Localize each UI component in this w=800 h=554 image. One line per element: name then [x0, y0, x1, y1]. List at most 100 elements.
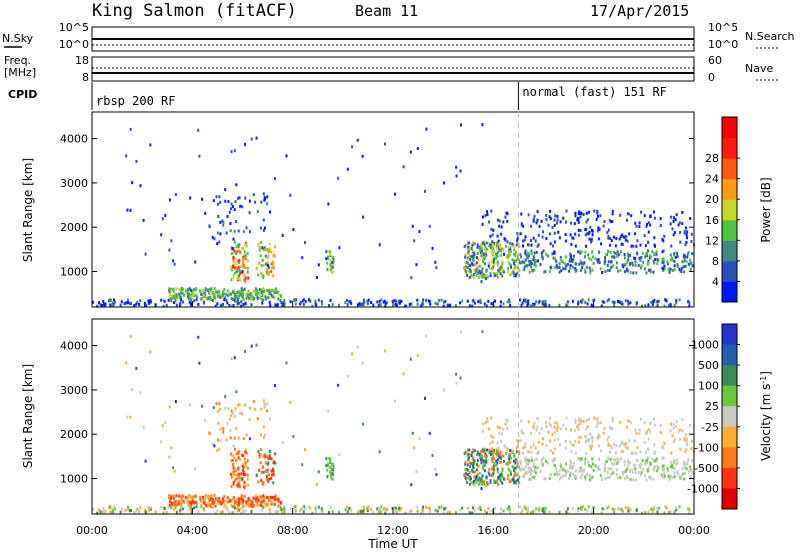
backscatter-cell [188, 300, 191, 304]
backscatter-cell [239, 457, 242, 461]
backscatter-cell [689, 258, 692, 262]
backscatter-cell [500, 507, 502, 511]
backscatter-cell [646, 251, 649, 255]
backscatter-cell [435, 473, 438, 477]
backscatter-cell [258, 248, 261, 252]
backscatter-cell [683, 270, 686, 274]
backscatter-cell [685, 260, 688, 264]
backscatter-cell [531, 268, 534, 272]
backscatter-cell [472, 259, 475, 263]
backscatter-cell [537, 466, 539, 470]
backscatter-cell [481, 267, 484, 271]
backscatter-cell [652, 300, 655, 304]
backscatter-cell [674, 462, 677, 466]
backscatter-cell [597, 444, 600, 448]
backscatter-cell [204, 291, 206, 295]
backscatter-cell [490, 227, 493, 231]
backscatter-cell [170, 294, 173, 298]
backscatter-cell [634, 470, 637, 474]
backscatter-cell [526, 462, 529, 466]
backscatter-cell [348, 300, 351, 304]
backscatter-cell [170, 504, 173, 508]
backscatter-cell [464, 265, 467, 269]
backscatter-cell [332, 462, 335, 466]
backscatter-cell [170, 501, 173, 505]
backscatter-cell [524, 235, 527, 239]
backscatter-cell [200, 297, 203, 301]
backscatter-cell [378, 243, 381, 247]
backscatter-cell [129, 334, 132, 338]
backscatter-cell [610, 446, 613, 450]
backscatter-cell [244, 464, 247, 468]
nave-tick-top: 60 [708, 54, 722, 67]
backscatter-cell [470, 274, 473, 278]
backscatter-cell [520, 212, 523, 216]
backscatter-cell [566, 262, 569, 266]
backscatter-cell [497, 239, 500, 243]
colorbar-segment [722, 137, 737, 159]
backscatter-cell [455, 381, 458, 385]
backscatter-cell [170, 287, 173, 291]
backscatter-cell [267, 296, 270, 300]
backscatter-cell [685, 448, 688, 451]
backscatter-cell [408, 302, 411, 306]
backscatter-cell [170, 494, 173, 498]
backscatter-cell [398, 508, 401, 512]
backscatter-cell [216, 497, 219, 501]
backscatter-cell [562, 261, 565, 265]
backscatter-cell [621, 440, 624, 444]
backscatter-cell [476, 450, 479, 454]
backscatter-cell [684, 471, 687, 475]
backscatter-cell [678, 428, 681, 432]
backscatter-cell [615, 444, 618, 448]
backscatter-cell [172, 287, 175, 291]
backscatter-cell [260, 499, 263, 503]
backscatter-cell [540, 426, 543, 430]
backscatter-cell [235, 473, 238, 477]
backscatter-cell [233, 456, 236, 460]
backscatter-cell [268, 477, 271, 481]
backscatter-cell [532, 443, 535, 447]
backscatter-cell [472, 448, 475, 452]
backscatter-cell [428, 224, 431, 228]
backscatter-cell [579, 215, 582, 219]
backscatter-cell [622, 472, 625, 476]
backscatter-cell [227, 407, 230, 411]
backscatter-cell [265, 469, 267, 473]
backscatter-cell [356, 138, 359, 142]
backscatter-cell [235, 183, 238, 187]
backscatter-cell [235, 295, 238, 299]
backscatter-cell [513, 265, 516, 269]
backscatter-cell [242, 473, 245, 476]
backscatter-cell [510, 478, 513, 482]
backscatter-cell [379, 303, 382, 307]
backscatter-cell [511, 465, 514, 469]
backscatter-cell [652, 466, 655, 470]
colorbar-segment [722, 240, 737, 262]
backscatter-cell [467, 476, 470, 480]
backscatter-cell [203, 293, 206, 297]
backscatter-cell [649, 214, 652, 218]
backscatter-cell [114, 507, 117, 511]
backscatter-cell [175, 501, 178, 505]
backscatter-cell [400, 299, 403, 303]
backscatter-cell [181, 499, 184, 502]
backscatter-cell [338, 303, 340, 307]
backscatter-cell [213, 287, 216, 291]
backscatter-cell [481, 222, 484, 226]
backscatter-cell [589, 478, 592, 482]
backscatter-cell [669, 465, 672, 469]
backscatter-cell [230, 252, 233, 256]
backscatter-cell [187, 288, 190, 292]
backscatter-cell [630, 244, 633, 248]
backscatter-cell [187, 504, 190, 508]
backscatter-cell [246, 477, 249, 481]
backscatter-cell [634, 232, 636, 236]
backscatter-cell [607, 298, 610, 302]
backscatter-cell [512, 261, 515, 265]
backscatter-cell [253, 497, 256, 501]
y-tick-label: 4000 [60, 340, 88, 353]
backscatter-cell [179, 503, 182, 507]
backscatter-cell [188, 494, 191, 498]
backscatter-cell [514, 473, 517, 477]
